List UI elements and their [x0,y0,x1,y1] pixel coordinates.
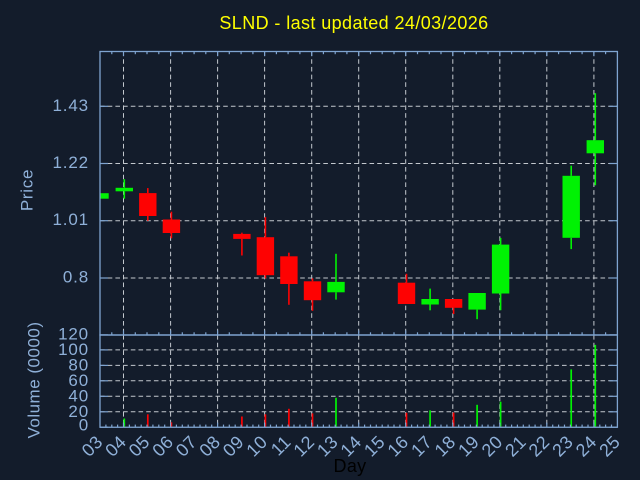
svg-text:Volume (0000): Volume (0000) [25,321,44,438]
svg-text:80: 80 [68,355,89,374]
svg-text:1.43: 1.43 [53,96,90,115]
svg-text:60: 60 [68,371,89,390]
svg-text:Day: Day [334,456,367,476]
svg-text:0.8: 0.8 [63,268,89,287]
svg-text:120: 120 [58,325,89,344]
svg-text:20: 20 [68,402,89,421]
svg-text:SLND - last updated 24/03/2026: SLND - last updated 24/03/2026 [219,13,488,33]
svg-text:100: 100 [58,340,89,359]
svg-text:1.22: 1.22 [53,153,90,172]
svg-text:1.01: 1.01 [53,210,90,229]
svg-text:Price: Price [18,169,37,211]
svg-text:0: 0 [79,416,89,435]
svg-text:40: 40 [68,386,89,405]
